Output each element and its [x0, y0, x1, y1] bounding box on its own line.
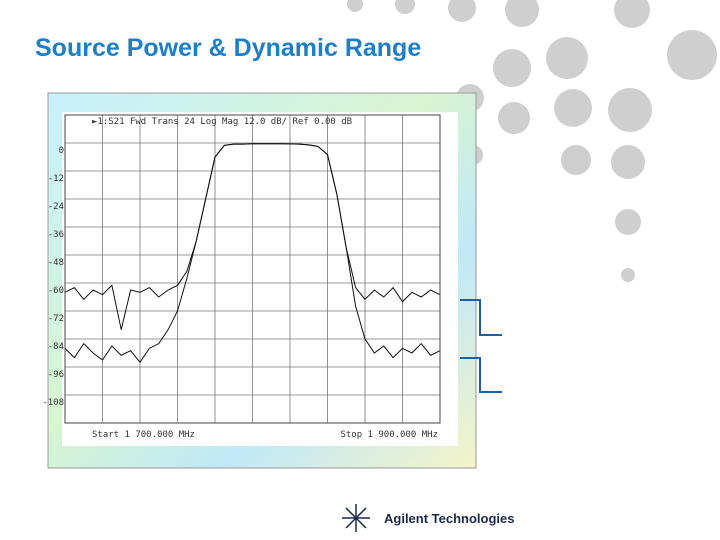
logo-text: Agilent Technologies — [384, 511, 515, 526]
y-tick-label: -24 — [48, 202, 64, 212]
y-tick-label: -96 — [48, 370, 64, 380]
stop-label: Stop 1 900.000 MHz — [340, 430, 438, 440]
brackets — [460, 299, 502, 393]
y-tick-label: -84 — [48, 342, 64, 352]
y-tick-label: -36 — [48, 230, 64, 240]
y-tick-label: -48 — [48, 258, 64, 268]
trace — [64, 143, 441, 364]
y-tick-label: -12 — [48, 174, 64, 184]
y-tick-label: 0 — [59, 146, 64, 156]
y-tick-label: -60 — [48, 286, 64, 296]
y-tick-label: -108 — [42, 398, 64, 408]
logo-icon — [342, 504, 370, 532]
plot-border — [64, 114, 441, 424]
screen — [62, 112, 458, 446]
slide-title: Source Power & Dynamic Range — [35, 34, 421, 62]
y-tick-label: -72 — [48, 314, 64, 324]
instrument-header: ►1:S21 Fwd Trans 24 Log Mag 12.0 dB/ Ref… — [92, 117, 352, 127]
plot: 0 -12 -24 -36 -48 -60 -72 -84 -96 -108 — [42, 115, 441, 423]
start-label: Start 1 700.000 MHz — [92, 430, 195, 440]
